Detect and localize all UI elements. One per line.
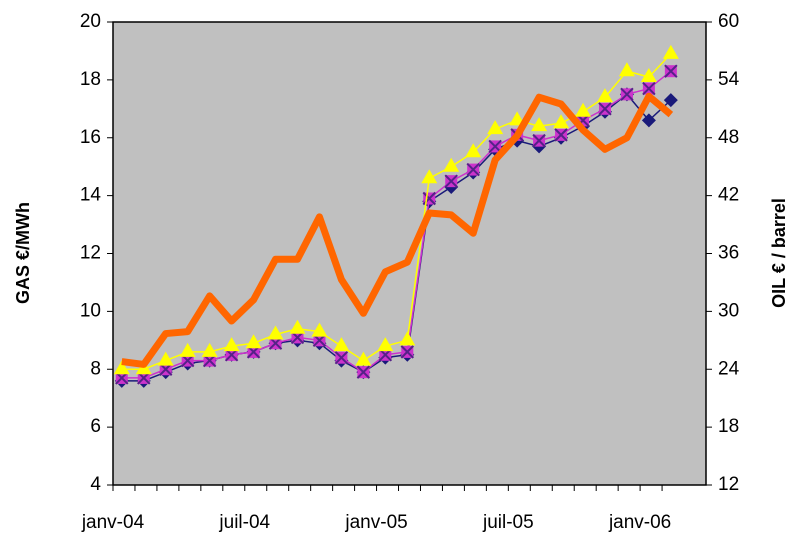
square-marker	[356, 365, 371, 379]
y-tick-label: 8	[90, 358, 101, 379]
triangle-marker	[267, 325, 284, 340]
square-marker	[334, 350, 349, 365]
square-marker	[532, 133, 546, 148]
y-tick-label: 4	[90, 474, 101, 495]
x-tick-label: janv-04	[81, 512, 145, 533]
y2-tick-label: 24	[718, 358, 740, 379]
y-tick-label: 12	[80, 243, 101, 264]
triangle-marker	[223, 337, 240, 352]
y-tick-label: 10	[80, 300, 101, 321]
triangle-marker	[487, 120, 504, 135]
triangle-marker	[355, 351, 372, 366]
triangle-marker	[575, 102, 592, 117]
x-tick-label: janv-06	[608, 512, 671, 533]
triangle-marker	[311, 322, 328, 337]
y2-tick-label: 54	[718, 69, 740, 90]
triangle-marker	[399, 331, 416, 346]
x-tick-label: juil-05	[482, 512, 534, 533]
triangle-marker	[465, 143, 482, 158]
y2-tick-label: 18	[718, 416, 739, 437]
triangle-marker	[662, 44, 679, 59]
y2-tick-label: 30	[718, 300, 739, 321]
triangle-marker	[553, 114, 570, 129]
square-marker	[466, 162, 480, 177]
x-tick-label: janv-05	[344, 512, 407, 533]
square-marker	[620, 87, 634, 102]
square-marker	[664, 64, 678, 78]
y2-tick-label: 60	[718, 11, 739, 32]
triangle-marker	[289, 319, 306, 334]
triangle-marker	[596, 88, 613, 103]
triangle-marker	[421, 169, 438, 184]
square-marker	[444, 174, 458, 188]
x-tick-label: juil-04	[218, 512, 270, 533]
diamond-marker	[663, 93, 678, 108]
y2-axis-title: OIL € / barrel	[769, 198, 789, 308]
y-tick-label: 20	[80, 11, 101, 32]
square-marker	[642, 81, 656, 96]
y-axis-title: GAS €/MWh	[13, 202, 33, 304]
y2-tick-label: 36	[718, 243, 739, 264]
y-tick-label: 6	[90, 416, 101, 437]
square-marker	[422, 191, 436, 206]
y-tick-label: 14	[80, 185, 102, 206]
square-marker	[488, 139, 502, 154]
triangle-marker	[377, 337, 394, 352]
triangle-marker	[443, 157, 460, 172]
triangle-marker	[531, 117, 548, 132]
y2-tick-label: 48	[718, 127, 739, 148]
triangle-marker	[201, 342, 218, 357]
series-line	[121, 92, 674, 368]
diamond-marker	[641, 113, 656, 128]
triangle-marker	[333, 337, 350, 352]
triangle-marker	[245, 334, 262, 349]
triangle-marker	[179, 342, 196, 357]
triangle-marker	[640, 67, 657, 82]
square-marker	[400, 345, 415, 359]
y-tick-label: 18	[80, 69, 101, 90]
triangle-marker	[618, 62, 635, 77]
triangle-marker	[157, 351, 174, 366]
square-marker	[554, 128, 568, 142]
y-tick-label: 16	[80, 127, 101, 148]
y2-tick-label: 12	[718, 474, 739, 495]
y2-tick-label: 42	[718, 185, 739, 206]
triangle-marker	[113, 360, 130, 375]
square-marker	[598, 102, 612, 116]
